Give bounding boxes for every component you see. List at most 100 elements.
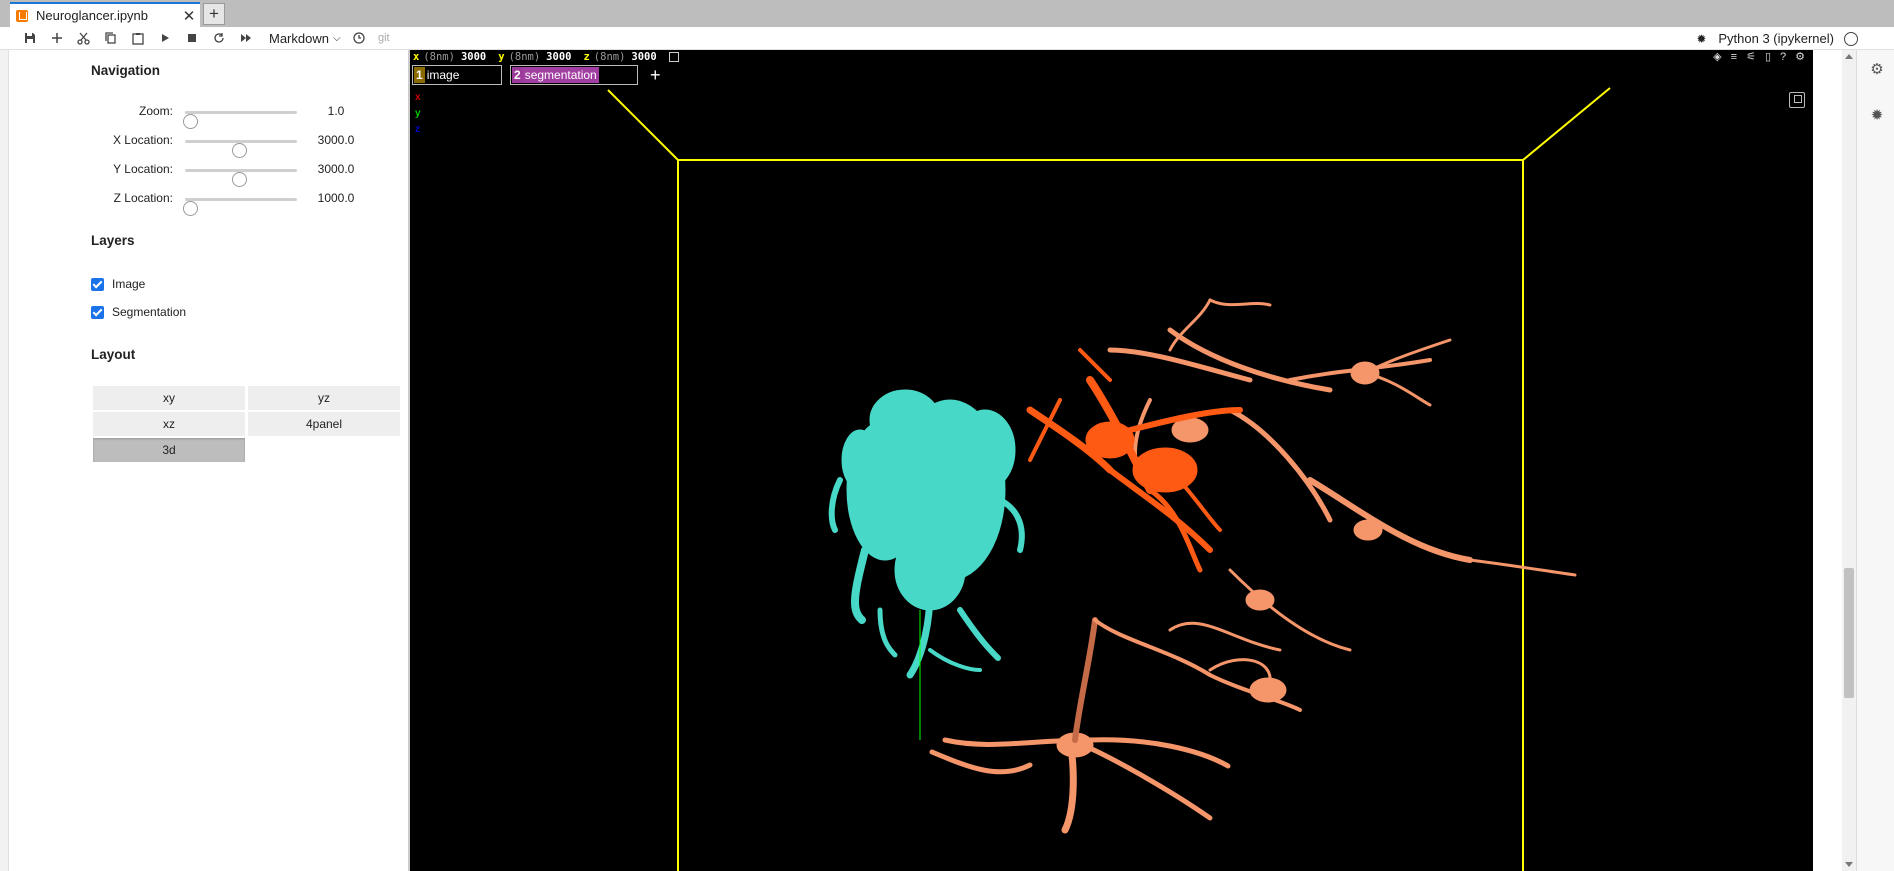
save-icon[interactable] (16, 27, 43, 50)
scrollbar-thumb[interactable] (1844, 568, 1854, 698)
x-location-value[interactable]: 3000.0 (317, 133, 355, 147)
layer-bar: 1 image 2 segmentation + (410, 65, 661, 85)
coordinate-bar: x (8nm) 3000 y (8nm) 3000 z (8nm) 3000 (410, 50, 1813, 63)
layer-image-label[interactable]: Image (112, 277, 146, 291)
x-location-slider-row: X Location: 3000.0 (91, 131, 391, 158)
y-location-value[interactable]: 3000.0 (317, 162, 355, 176)
tab-bar: Neuroglancer.ipynb ✕ + (0, 0, 1894, 27)
debugger-icon[interactable]: ✹ (1870, 107, 1884, 124)
fast-forward-icon[interactable] (232, 27, 259, 50)
y-location-label: Y Location: (113, 162, 173, 176)
z-location-slider-row: Z Location: 1000.0 (91, 189, 391, 216)
coord-z-unit: (8nm) (593, 50, 626, 63)
layer-chip-image-name: image (426, 68, 460, 82)
scroll-down-icon[interactable] (1845, 862, 1853, 867)
mouse-icon[interactable]: ▯ (1764, 51, 1771, 63)
chevron-down-icon: ⌵ (332, 32, 341, 44)
git-label[interactable]: git (378, 32, 390, 44)
z-location-slider-handle[interactable] (183, 201, 198, 216)
layer-chip-image[interactable]: 1 image (412, 65, 502, 85)
layout-3d-button[interactable]: 3d (93, 438, 245, 462)
3d-scene[interactable] (410, 50, 1813, 871)
tab-title: Neuroglancer.ipynb (36, 8, 149, 23)
coord-z-value[interactable]: 3000 (631, 50, 657, 63)
restart-icon[interactable] (205, 27, 232, 50)
layer-image-checkbox[interactable] (91, 277, 104, 291)
layers-title: Layers (91, 233, 135, 248)
widget-panel: Navigation Zoom: 1.0 X Location: 3000.0 … (9, 50, 409, 871)
help-icon[interactable]: ? (1780, 50, 1787, 63)
paste-icon[interactable] (124, 27, 151, 50)
layers-icon[interactable]: ◈ (1713, 51, 1722, 63)
segment-neuron-orange[interactable] (1026, 348, 1243, 573)
x-location-slider[interactable] (185, 140, 297, 158)
layout-yz-button[interactable]: yz (248, 386, 400, 410)
layer-segmentation-checkbox[interactable] (91, 305, 104, 319)
y-location-slider-handle[interactable] (231, 172, 247, 187)
layout-xz-button[interactable]: xz (93, 412, 245, 436)
x-location-slider-handle[interactable] (231, 143, 247, 158)
coord-x-value[interactable]: 3000 (460, 50, 487, 63)
list-icon[interactable]: ≡ (1730, 50, 1738, 63)
right-sidebar: ⚙ ✹ (1856, 50, 1894, 871)
layer-chip-segmentation-number: 2 (512, 67, 523, 83)
sliders-icon[interactable]: ⚟ (1746, 51, 1756, 63)
close-tab-button[interactable]: ✕ (182, 7, 196, 25)
coord-y-dim: y (498, 50, 505, 63)
axis-label-y: y (415, 108, 421, 119)
copy-icon[interactable] (668, 51, 679, 62)
notebook-toolbar: Markdown ⌵ git ✹ Python 3 (ipykernel) (0, 27, 1894, 50)
z-location-slider[interactable] (183, 198, 297, 216)
layer-chip-segmentation-name: segmentation (522, 67, 599, 83)
layout-4panel-button[interactable]: 4panel (248, 412, 400, 436)
maximize-panel-icon[interactable] (1789, 92, 1805, 108)
tab-notebook[interactable]: Neuroglancer.ipynb ✕ (10, 2, 200, 27)
layer-chip-segmentation[interactable]: 2 segmentation (510, 65, 638, 85)
coord-y-value[interactable]: 3000 (546, 50, 572, 63)
add-icon[interactable] (43, 27, 70, 50)
coord-y-unit: (8nm) (508, 50, 541, 63)
scroll-up-icon[interactable] (1845, 54, 1853, 59)
segment-neuron-salmon[interactable] (929, 298, 1577, 834)
zoom-label: Zoom: (138, 104, 173, 118)
kernel-status-icon (1844, 31, 1858, 46)
z-location-value[interactable]: 1000.0 (317, 191, 355, 205)
notebook-left-strip (0, 50, 9, 871)
stop-icon[interactable] (178, 27, 205, 50)
add-layer-button[interactable]: + (650, 64, 661, 85)
cut-icon[interactable] (70, 27, 97, 50)
navigation-title: Navigation (91, 63, 161, 78)
bug-icon[interactable]: ✹ (1696, 31, 1707, 46)
segment-neuron-cyan[interactable] (828, 389, 1025, 679)
viewer-toolbar: ◈ ≡ ⚟ ▯ ? ⚙ (1713, 50, 1805, 64)
vertical-scrollbar[interactable] (1842, 50, 1856, 871)
settings-icon[interactable]: ⚙ (1795, 51, 1805, 63)
zoom-value[interactable]: 1.0 (327, 104, 345, 118)
layout-title: Layout (91, 347, 136, 362)
kernel-name: Python 3 (ipykernel) (1718, 31, 1834, 46)
kernel-indicator[interactable]: ✹ Python 3 (ipykernel) (1694, 27, 1858, 50)
layer-image-row[interactable]: Image (91, 275, 145, 293)
layout-xy-button[interactable]: xy (93, 386, 245, 410)
copy-icon[interactable] (97, 27, 124, 50)
layer-segmentation-row[interactable]: Segmentation (91, 303, 186, 321)
axis-label-x: x (415, 92, 421, 103)
clock-icon[interactable] (345, 27, 372, 50)
layer-segmentation-label[interactable]: Segmentation (112, 305, 187, 319)
z-location-label: Z Location: (113, 191, 173, 205)
cell-type-value: Markdown (269, 30, 329, 46)
y-location-slider-row: Y Location: 3000.0 (91, 160, 391, 187)
layer-chip-image-number: 1 (414, 67, 425, 83)
run-icon[interactable] (151, 27, 178, 50)
neuroglancer-viewer[interactable]: x (8nm) 3000 y (8nm) 3000 z (8nm) 3000 ◈… (408, 50, 1813, 871)
cell-type-select[interactable]: Markdown ⌵ (269, 31, 345, 46)
property-inspector-icon[interactable]: ⚙ (1870, 61, 1884, 78)
coord-x-dim: x (413, 50, 420, 63)
new-tab-button[interactable]: + (203, 3, 225, 25)
coord-x-unit: (8nm) (423, 50, 455, 63)
zoom-slider-handle[interactable] (183, 114, 198, 129)
zoom-slider[interactable] (183, 111, 297, 129)
zoom-slider-row: Zoom: 1.0 (91, 102, 391, 129)
bounding-box (607, 87, 1611, 871)
y-location-slider[interactable] (185, 169, 297, 187)
